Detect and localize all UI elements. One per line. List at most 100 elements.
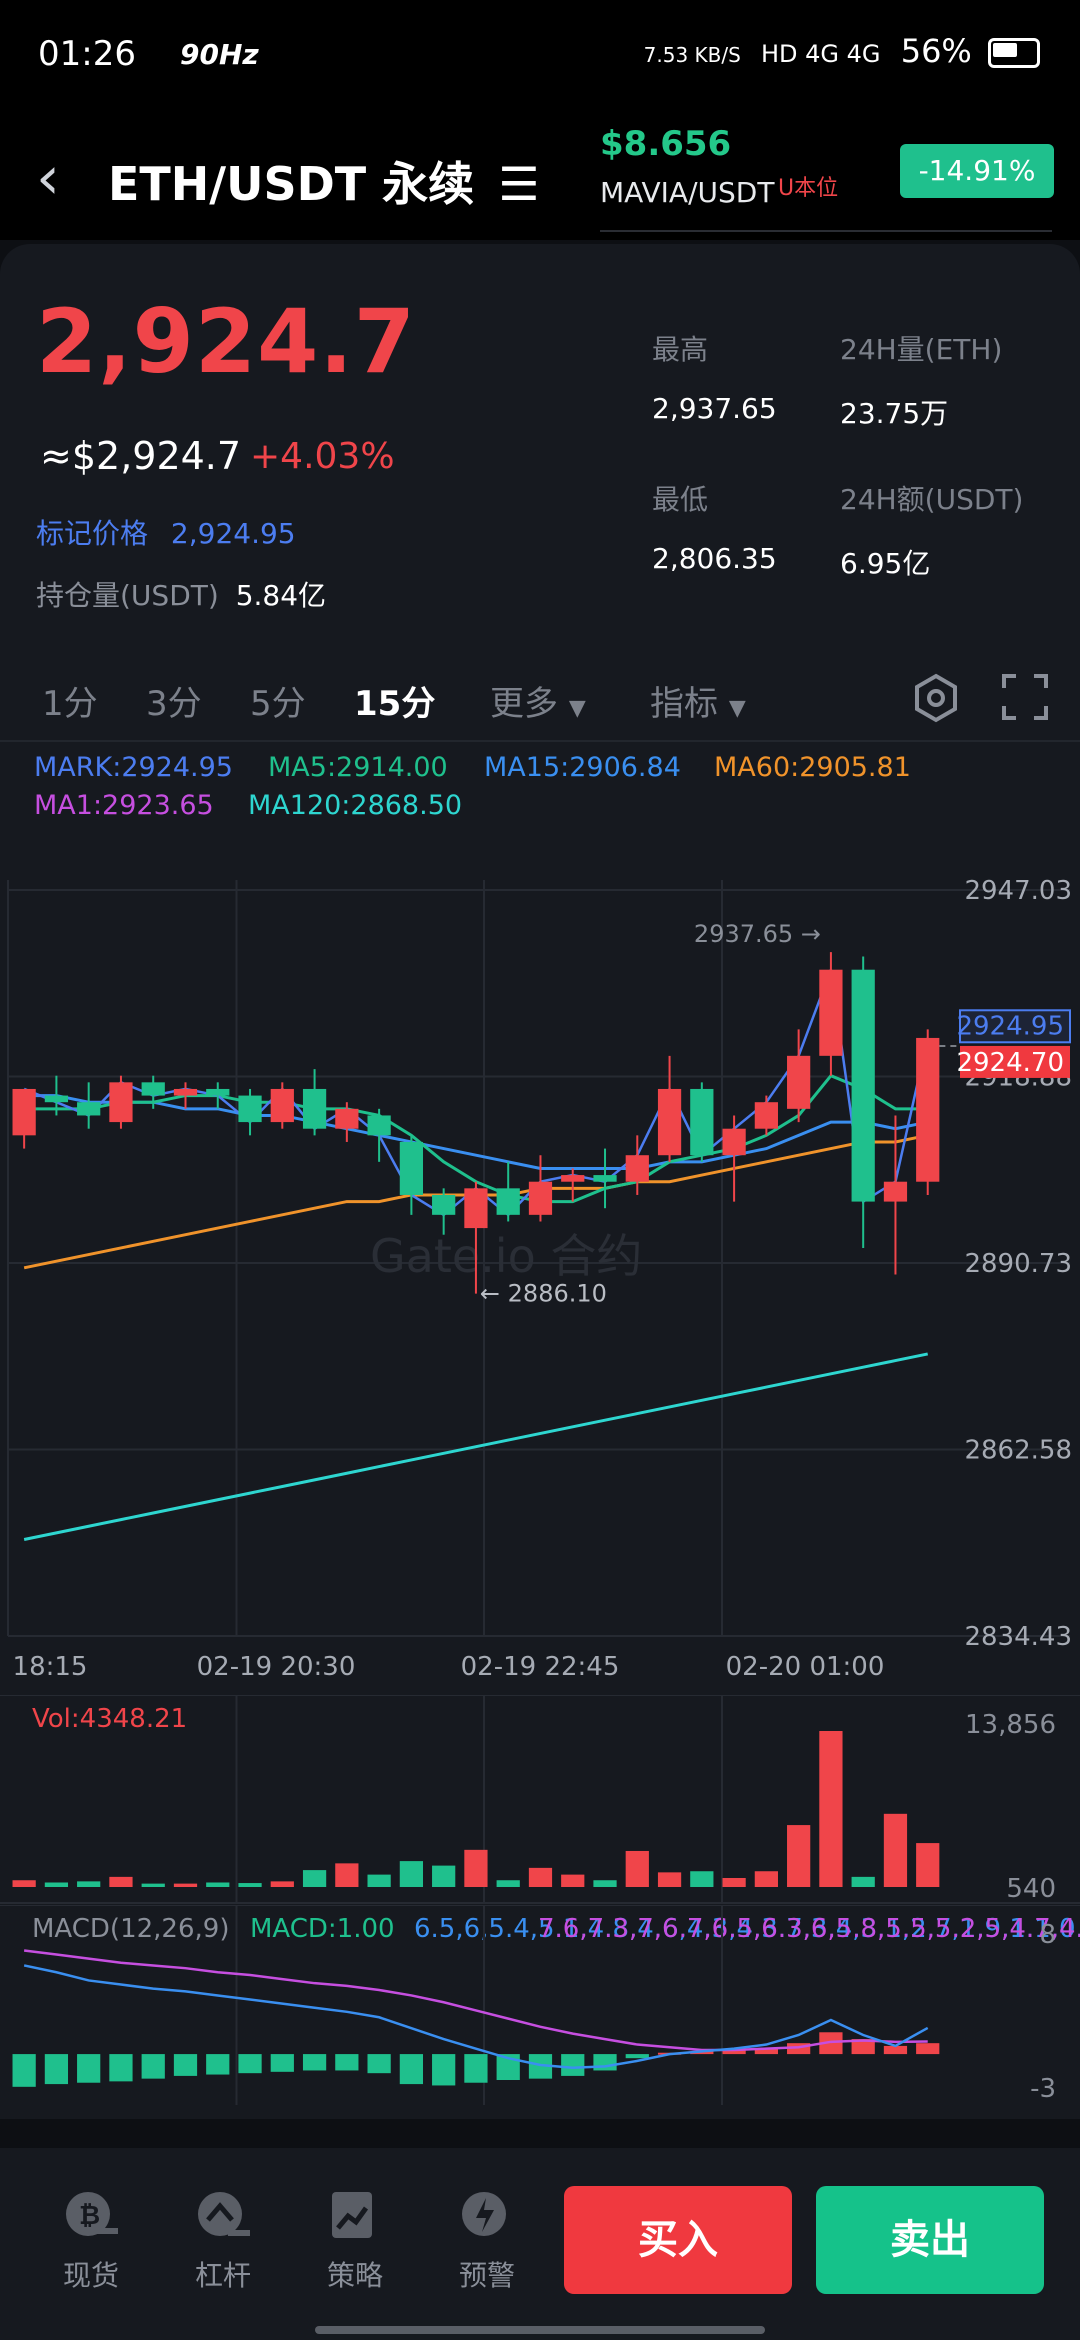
candle-body (399, 1141, 424, 1195)
volume-bar (270, 1881, 294, 1887)
candle-body (851, 969, 875, 1202)
legend-ma5: MA5:2914.00 (268, 752, 448, 783)
macd-histogram-bar (819, 2032, 843, 2055)
candle-body (883, 1181, 908, 1202)
mark-price-tag (959, 1009, 1071, 1044)
tab-15m[interactable]: 15分 (354, 684, 436, 724)
status-bar: 01:26 90Hz 7.53 KB/S HD 4G 4G 56% (0, 0, 1080, 110)
home-indicator[interactable] (315, 2326, 765, 2334)
network-type: HD 4G 4G (761, 40, 881, 68)
battery-level: 56% (900, 32, 972, 70)
candle-body (754, 1102, 778, 1129)
candle-body (141, 1082, 165, 1096)
settings-icon[interactable] (910, 672, 962, 728)
tab-divider (0, 740, 1080, 742)
macd-value: MACD:1.00 (250, 1914, 395, 1944)
volume-bar (883, 1813, 908, 1887)
tab-more[interactable]: 更多 ▼ (490, 676, 586, 725)
macd-histogram-bar (528, 2054, 553, 2079)
amount-label: 24H额(USDT) (840, 483, 1024, 516)
volume-bar (173, 1883, 198, 1887)
ma15-line (24, 1094, 929, 1170)
candle-body (432, 1194, 456, 1215)
legend-ma60: MA60:2905.81 (714, 752, 911, 783)
macd-histogram-bar (141, 2054, 165, 2079)
candle-body (528, 1181, 553, 1215)
tab-indicator[interactable]: 指标 ▼ (650, 676, 746, 725)
volume-bar (302, 1870, 327, 1887)
legend-ma120: MA120:2868.50 (248, 790, 463, 821)
candle-body (496, 1188, 520, 1215)
volume-bar (44, 1882, 69, 1887)
macd-chart[interactable]: MACD(12,26,9) MACD:1.00 6.5,6,5.4,5.1,4.… (0, 1905, 1080, 2105)
chevron-down-icon: ▼ (728, 696, 746, 721)
tab-3m[interactable]: 3分 (146, 684, 202, 724)
volume-bar (367, 1874, 391, 1887)
volume-bar (916, 1843, 940, 1887)
mini-ticker-price[interactable]: $8.656 (600, 124, 732, 164)
chevron-down-icon: ▼ (568, 696, 586, 721)
nav-alert[interactable]: 预警 (442, 2188, 532, 2294)
network-speed: 7.53 KB/S (643, 43, 741, 67)
macd-min: -3 (1030, 2074, 1056, 2104)
candlestick-chart[interactable]: Gate.io 合约 2947.032918.882890.732862.582… (0, 860, 1080, 1680)
macd-histogram-bar (625, 2054, 649, 2059)
mini-ticker-pair[interactable]: MAVIA/USDT (600, 176, 775, 209)
watermark: Gate.io 合约 (370, 1229, 642, 1283)
candle-body (44, 1095, 69, 1103)
macd-histogram-bar (464, 2054, 488, 2083)
candle-body (916, 1037, 940, 1182)
volume-bar (528, 1867, 553, 1887)
macd-histogram-bar (690, 2051, 714, 2055)
mini-ticker-unit: U本位 (778, 176, 839, 201)
change-percent: +4.03% (250, 436, 395, 477)
refresh-rate: 90Hz (180, 38, 259, 71)
macd-histogram-bar (593, 2054, 617, 2071)
sell-button[interactable]: 卖出 (816, 2186, 1044, 2294)
volume-bar (787, 1825, 811, 1887)
last-price-tag (960, 1045, 1070, 1078)
volume-bar (722, 1877, 746, 1887)
candle-body (173, 1088, 198, 1096)
nav-leverage[interactable]: 杠杆 (178, 2188, 268, 2294)
amount-value: 6.95亿 (840, 547, 931, 580)
high-label: 最高 (652, 333, 709, 366)
volume-label: 24H量(ETH) (840, 333, 1003, 366)
macd-histogram-bar (883, 2045, 908, 2055)
y-tick-label: 2890.73 (964, 1249, 1072, 1279)
tab-1m[interactable]: 1分 (42, 684, 98, 724)
buy-button[interactable]: 买入 (564, 2186, 792, 2294)
volume-bar (432, 1865, 456, 1887)
menu-icon[interactable]: ☰ (498, 157, 540, 211)
last-price: 2,924.7 (36, 290, 417, 393)
pair-name: ETH/USDT 永续 (108, 157, 475, 211)
macd-histogram-bar (432, 2054, 456, 2086)
mini-ticker-change[interactable]: -14.91% (900, 144, 1054, 198)
nav-spot-label: 现货 (62, 2259, 119, 2292)
macd-histogram-bar (77, 2054, 101, 2083)
back-icon[interactable]: ‹ (36, 143, 60, 213)
mark-price-value: 2,924.95 (170, 517, 296, 550)
tab-5m[interactable]: 5分 (250, 684, 306, 724)
macd-histogram-bar (270, 2054, 294, 2072)
legend-ma1: MA1:2923.65 (34, 790, 214, 821)
nav-spot[interactable]: ₿ 现货 (46, 2188, 136, 2294)
candle-body (206, 1088, 230, 1096)
macd-histogram-bar (561, 2054, 585, 2076)
legend-mark: MARK:2924.95 (34, 752, 233, 783)
nav-strategy[interactable]: 策略 (310, 2188, 400, 2294)
dea-value: 7.6,7.3,7,6.7,6.5,6.3,6,5.8,5.5,5.2,5,4.… (538, 1914, 1080, 1944)
macd-histogram-bar (238, 2054, 262, 2074)
low-label: 最低 (652, 483, 709, 516)
volume-chart[interactable]: Vol:4348.21 13,856 540 (0, 1695, 1080, 1905)
x-tick-label: 02-20 01:00 (726, 1652, 885, 1680)
candle-body (464, 1188, 488, 1229)
x-tick-label: 18:15 (13, 1652, 88, 1680)
volume-max: 13,856 (965, 1710, 1056, 1740)
y-tick-label: 2834.43 (964, 1622, 1072, 1652)
volume-bar (851, 1876, 875, 1887)
fullscreen-icon[interactable] (1000, 672, 1050, 726)
candle-body (367, 1115, 391, 1136)
pair-title[interactable]: ETH/USDT 永续 ☰ (108, 148, 539, 214)
volume-bar (109, 1876, 133, 1887)
